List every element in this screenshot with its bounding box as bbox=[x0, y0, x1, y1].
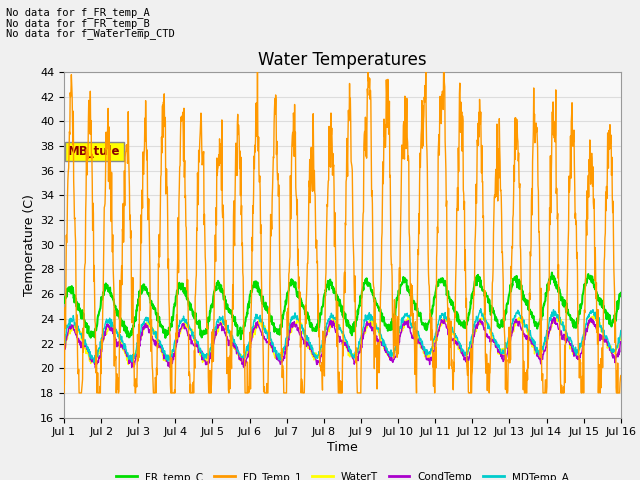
Text: No data for f_FR_temp_A: No data for f_FR_temp_A bbox=[6, 7, 150, 18]
Text: MB_tule: MB_tule bbox=[68, 145, 121, 158]
Title: Water Temperatures: Water Temperatures bbox=[258, 51, 427, 69]
Text: No data for f_WaterTemp_CTD: No data for f_WaterTemp_CTD bbox=[6, 28, 175, 39]
Text: No data for f_FR_temp_B: No data for f_FR_temp_B bbox=[6, 18, 150, 29]
Legend: FR_temp_C, FD_Temp_1, WaterT, CondTemp, MDTemp_A: FR_temp_C, FD_Temp_1, WaterT, CondTemp, … bbox=[112, 468, 573, 480]
Y-axis label: Temperature (C): Temperature (C) bbox=[23, 194, 36, 296]
X-axis label: Time: Time bbox=[327, 442, 358, 455]
